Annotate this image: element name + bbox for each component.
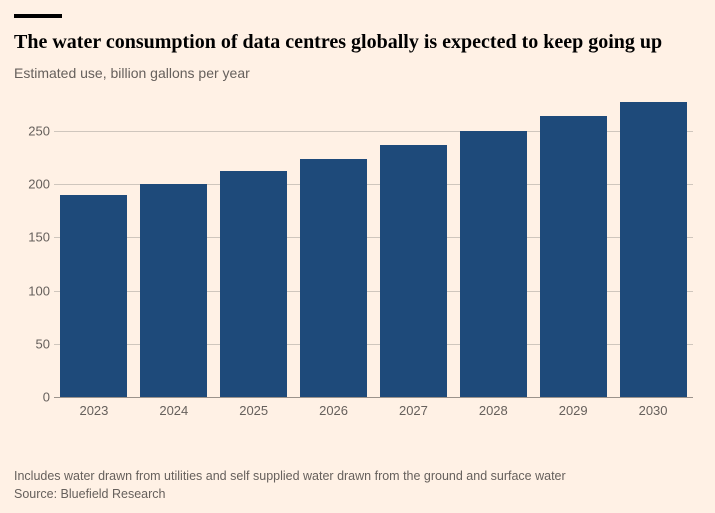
bar-slot: 2029 xyxy=(533,99,613,397)
bar xyxy=(60,195,127,397)
top-rule xyxy=(14,14,62,18)
footnote: Includes water drawn from utilities and … xyxy=(14,468,701,486)
gridline xyxy=(54,397,693,398)
y-tick-label: 250 xyxy=(16,123,50,138)
source-line: Source: Bluefield Research xyxy=(14,486,701,504)
bar-slot: 2025 xyxy=(214,99,294,397)
y-tick-label: 200 xyxy=(16,177,50,192)
bar xyxy=(460,131,527,397)
y-tick-label: 50 xyxy=(16,336,50,351)
chart-title: The water consumption of data centres gl… xyxy=(14,30,664,55)
chart-area: 050100150200250 202320242025202620272028… xyxy=(14,99,701,419)
x-tick-label: 2025 xyxy=(239,403,268,418)
bar xyxy=(380,145,447,397)
bar-slot: 2024 xyxy=(134,99,214,397)
bar-slot: 2028 xyxy=(453,99,533,397)
bar xyxy=(540,116,607,397)
bar-slot: 2026 xyxy=(294,99,374,397)
chart-footer: Includes water drawn from utilities and … xyxy=(14,468,701,503)
x-tick-label: 2030 xyxy=(639,403,668,418)
x-tick-label: 2024 xyxy=(159,403,188,418)
bar xyxy=(220,171,287,397)
bar xyxy=(300,159,367,397)
x-tick-label: 2028 xyxy=(479,403,508,418)
bar-slot: 2030 xyxy=(613,99,693,397)
x-tick-label: 2029 xyxy=(559,403,588,418)
y-tick-label: 150 xyxy=(16,230,50,245)
bar-slot: 2023 xyxy=(54,99,134,397)
chart-figure: The water consumption of data centres gl… xyxy=(0,0,715,513)
bar xyxy=(140,184,207,397)
x-tick-label: 2023 xyxy=(79,403,108,418)
bar xyxy=(620,102,687,397)
x-tick-label: 2026 xyxy=(319,403,348,418)
y-axis-ticks: 050100150200250 xyxy=(14,99,54,397)
y-tick-label: 0 xyxy=(16,390,50,405)
chart-subtitle: Estimated use, billion gallons per year xyxy=(14,65,701,81)
bars-container: 20232024202520262027202820292030 xyxy=(54,99,693,397)
plot-region: 20232024202520262027202820292030 xyxy=(54,99,693,397)
x-tick-label: 2027 xyxy=(399,403,428,418)
y-tick-label: 100 xyxy=(16,283,50,298)
bar-slot: 2027 xyxy=(374,99,454,397)
